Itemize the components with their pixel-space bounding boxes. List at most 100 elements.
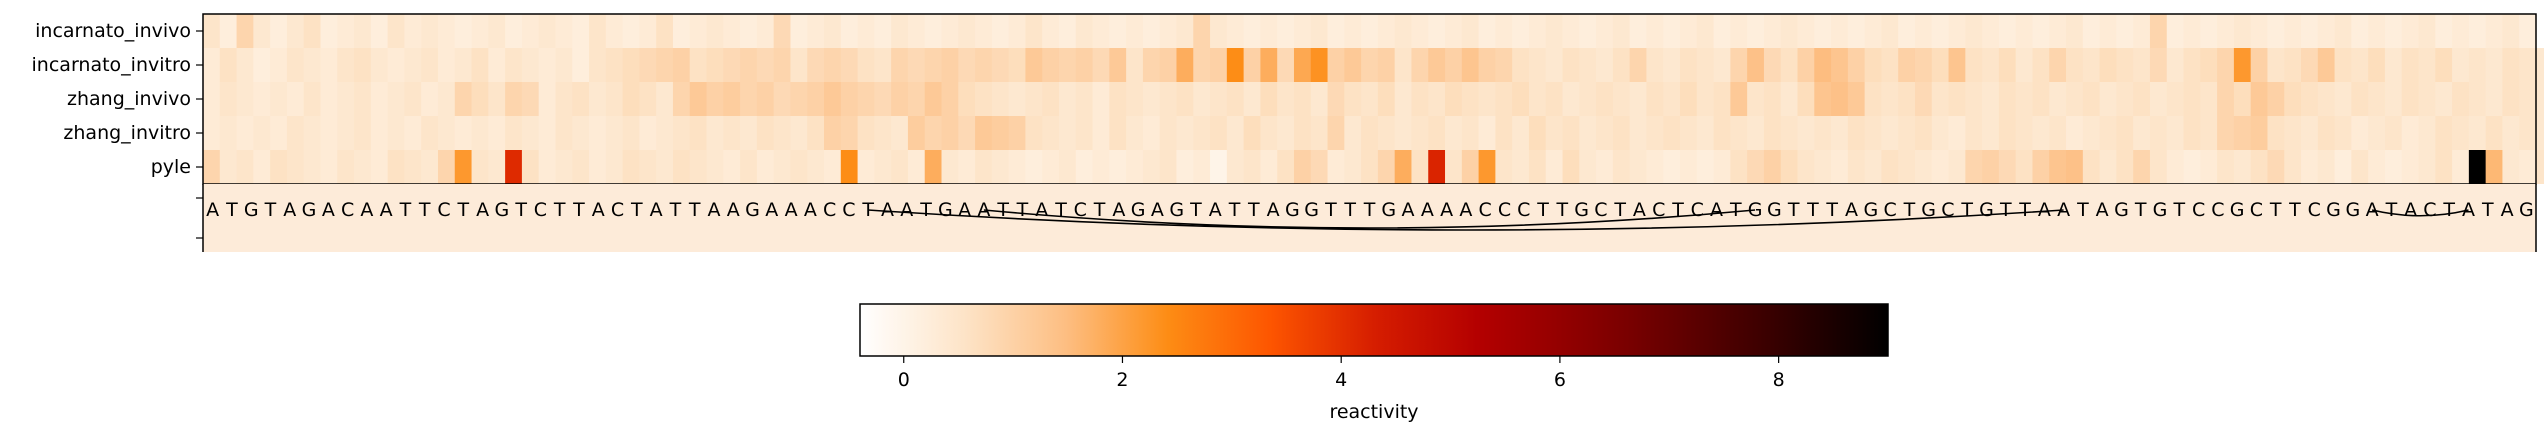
heatmap-cell [1277, 82, 1295, 116]
nucleotide: C [1074, 199, 1087, 221]
heatmap-cell [2015, 48, 2034, 82]
heatmap-cell [2049, 116, 2067, 150]
heatmap-cell [387, 82, 406, 116]
heatmap-cell [1763, 14, 1782, 48]
heatmap-cell [589, 48, 607, 82]
heatmap-cell [1008, 82, 1027, 116]
heatmap-cell [840, 82, 859, 116]
heatmap-cell [236, 116, 254, 150]
heatmap-cell [1243, 14, 1261, 48]
heatmap-cell [1344, 116, 1362, 150]
heatmap-cell [589, 150, 607, 184]
heatmap-cell [1344, 82, 1362, 116]
heatmap-cell [2435, 82, 2453, 116]
nucleotide: T [456, 199, 469, 221]
heatmap-cell [572, 82, 590, 116]
heatmap-cell [2435, 14, 2453, 48]
heatmap-cell [1864, 116, 1883, 150]
heatmap-cell [1411, 48, 1429, 82]
heatmap-cell [2066, 150, 2084, 184]
heatmap-cell [1562, 116, 1580, 150]
heatmap-cell [2435, 116, 2453, 150]
heatmap-cell [773, 150, 792, 184]
heatmap-cell [337, 14, 355, 48]
nucleotide: A [1112, 199, 1125, 221]
nucleotide: T [2076, 199, 2089, 221]
heatmap-cell [2233, 14, 2252, 48]
heatmap-cell [1042, 48, 1060, 82]
heatmap-cell [2116, 116, 2134, 150]
heatmap-cell [1914, 82, 1933, 116]
heatmap-cell [2217, 48, 2235, 82]
heatmap-cell [891, 116, 909, 150]
heatmap-cell [1428, 48, 1446, 82]
heatmap-cell [656, 116, 674, 150]
heatmap-cell [1881, 14, 1899, 48]
heatmap-cell [924, 82, 943, 116]
heatmap-cell [538, 14, 557, 48]
heatmap-cell [2468, 14, 2487, 48]
nucleotide: T [1787, 199, 1800, 221]
heatmap-cell [857, 82, 875, 116]
heatmap-cell [1495, 82, 1513, 116]
heatmap-cell [1260, 82, 1278, 116]
heatmap-cell [2418, 116, 2436, 150]
heatmap-cell [1998, 82, 2017, 116]
heatmap-cell [2116, 48, 2134, 82]
heatmap-cell [2149, 48, 2168, 82]
heatmap-cell [572, 48, 590, 82]
heatmap-cell [1797, 150, 1815, 184]
heatmap-cell [1142, 14, 1161, 48]
heatmap-cell [958, 48, 976, 82]
heatmap-cell [1142, 150, 1161, 184]
nucleotide: T [553, 199, 566, 221]
heatmap-cell [1260, 116, 1278, 150]
heatmap-cell [1931, 82, 1950, 116]
heatmap-cell [1730, 14, 1748, 48]
heatmap-cell [2149, 150, 2168, 184]
heatmap-cell [471, 14, 489, 48]
heatmap-cell [706, 150, 724, 184]
heatmap-cell [2418, 14, 2436, 48]
heatmap-cell [2351, 82, 2369, 116]
heatmap-cell [874, 82, 892, 116]
heatmap-cell [404, 48, 422, 82]
heatmap-cell [824, 116, 842, 150]
heatmap-cell [2183, 48, 2201, 82]
heatmap-cell [2049, 82, 2067, 116]
nucleotide: A [2038, 199, 2051, 221]
heatmap-cell [1109, 150, 1127, 184]
heatmap-cell [1797, 116, 1815, 150]
heatmap-cell [1763, 82, 1782, 116]
heatmap-cell [1344, 14, 1362, 48]
heatmap-cell [2133, 82, 2151, 116]
heatmap-cell [2536, 116, 2544, 150]
heatmap-cell [1394, 82, 1413, 116]
heatmap-cell [2384, 150, 2403, 184]
heatmap-cell [1126, 82, 1144, 116]
heatmap-cell [538, 82, 557, 116]
heatmap-cell [790, 82, 808, 116]
heatmap-cell [941, 48, 959, 82]
heatmap-cell [2049, 48, 2067, 82]
heatmap-cell [387, 150, 406, 184]
heatmap-cell [639, 48, 657, 82]
nucleotide: T [1016, 199, 1029, 221]
heatmap-cell [203, 116, 221, 150]
heatmap-cell [1159, 150, 1178, 184]
heatmap-cell [370, 116, 389, 150]
heatmap-cell [2334, 116, 2352, 150]
heatmap-cell [1025, 48, 1043, 82]
heatmap-cell [454, 48, 473, 82]
heatmap-cell [320, 14, 338, 48]
heatmap-cell [471, 48, 489, 82]
nucleotide: C [1479, 199, 1492, 221]
heatmap-cell [1579, 150, 1597, 184]
heatmap-cell [2149, 14, 2168, 48]
heatmap-cell [605, 48, 624, 82]
heatmap-cell [1528, 14, 1547, 48]
heatmap-cell [589, 14, 607, 48]
heatmap-cell [404, 82, 422, 116]
heatmap-cell [1126, 48, 1144, 82]
